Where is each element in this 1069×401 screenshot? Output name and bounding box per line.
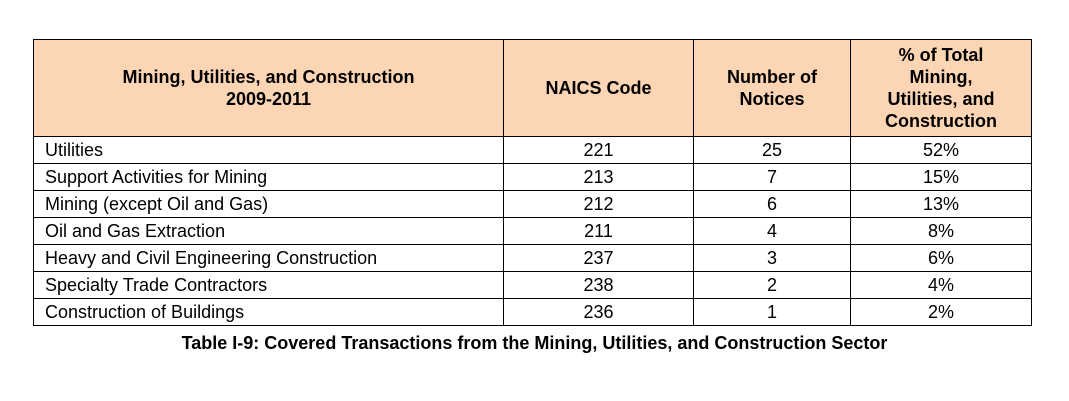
row-sector-name: Specialty Trade Contractors bbox=[33, 271, 504, 299]
header-pct-line3: Utilities, and bbox=[887, 89, 995, 109]
header-sector-line2: 2009-2011 bbox=[225, 89, 312, 109]
header-pct-line4: Construction bbox=[885, 111, 997, 131]
row-notice-count: 3 bbox=[693, 244, 851, 272]
row-naics-code: 221 bbox=[503, 136, 694, 164]
row-notice-count: 2 bbox=[693, 271, 851, 299]
row-percent: 13% bbox=[850, 190, 1032, 218]
header-pct-line2: Mining, bbox=[909, 67, 973, 87]
header-naics-line1: NAICS Code bbox=[545, 78, 652, 98]
row-notice-count: 6 bbox=[693, 190, 851, 218]
header-number-of-notices: Number of Notices bbox=[693, 39, 851, 137]
table-row: Support Activities for Mining 213 7 15% bbox=[33, 163, 1032, 191]
row-percent: 6% bbox=[850, 244, 1032, 272]
row-notice-count: 7 bbox=[693, 163, 851, 191]
row-sector-name: Oil and Gas Extraction bbox=[33, 217, 504, 245]
row-notice-count: 25 bbox=[693, 136, 851, 164]
table-container: Mining, Utilities, and Construction 2009… bbox=[33, 39, 1032, 326]
row-notice-count: 1 bbox=[693, 298, 851, 326]
row-notice-count: 4 bbox=[693, 217, 851, 245]
row-percent: 4% bbox=[850, 271, 1032, 299]
row-naics-code: 211 bbox=[503, 217, 694, 245]
header-sector: Mining, Utilities, and Construction 2009… bbox=[33, 39, 504, 137]
table-header-row: Mining, Utilities, and Construction 2009… bbox=[33, 39, 1032, 137]
row-sector-name: Utilities bbox=[33, 136, 504, 164]
row-percent: 52% bbox=[850, 136, 1032, 164]
header-notices-line2: Notices bbox=[739, 89, 805, 109]
row-naics-code: 212 bbox=[503, 190, 694, 218]
row-naics-code: 238 bbox=[503, 271, 694, 299]
header-sector-line1: Mining, Utilities, and Construction bbox=[122, 67, 415, 87]
header-pct-line1: % of Total bbox=[898, 45, 984, 65]
row-percent: 2% bbox=[850, 298, 1032, 326]
header-naics-code: NAICS Code bbox=[503, 39, 694, 137]
row-naics-code: 236 bbox=[503, 298, 694, 326]
row-naics-code: 213 bbox=[503, 163, 694, 191]
table-row: Oil and Gas Extraction 211 4 8% bbox=[33, 217, 1032, 245]
covered-transactions-table: Mining, Utilities, and Construction 2009… bbox=[33, 39, 1032, 326]
table-row: Heavy and Civil Engineering Construction… bbox=[33, 244, 1032, 272]
header-notices-line1: Number of bbox=[727, 67, 817, 87]
table-caption: Table I-9: Covered Transactions from the… bbox=[181, 333, 888, 353]
table-row: Construction of Buildings 236 1 2% bbox=[33, 298, 1032, 326]
row-percent: 15% bbox=[850, 163, 1032, 191]
row-sector-name: Support Activities for Mining bbox=[33, 163, 504, 191]
row-sector-name: Mining (except Oil and Gas) bbox=[33, 190, 504, 218]
header-percent-of-total: % of Total Mining, Utilities, and Constr… bbox=[850, 39, 1032, 137]
row-sector-name: Heavy and Civil Engineering Construction bbox=[33, 244, 504, 272]
row-naics-code: 237 bbox=[503, 244, 694, 272]
row-sector-name: Construction of Buildings bbox=[33, 298, 504, 326]
table-row: Specialty Trade Contractors 238 2 4% bbox=[33, 271, 1032, 299]
table-row: Utilities 221 25 52% bbox=[33, 136, 1032, 164]
row-percent: 8% bbox=[850, 217, 1032, 245]
table-row: Mining (except Oil and Gas) 212 6 13% bbox=[33, 190, 1032, 218]
